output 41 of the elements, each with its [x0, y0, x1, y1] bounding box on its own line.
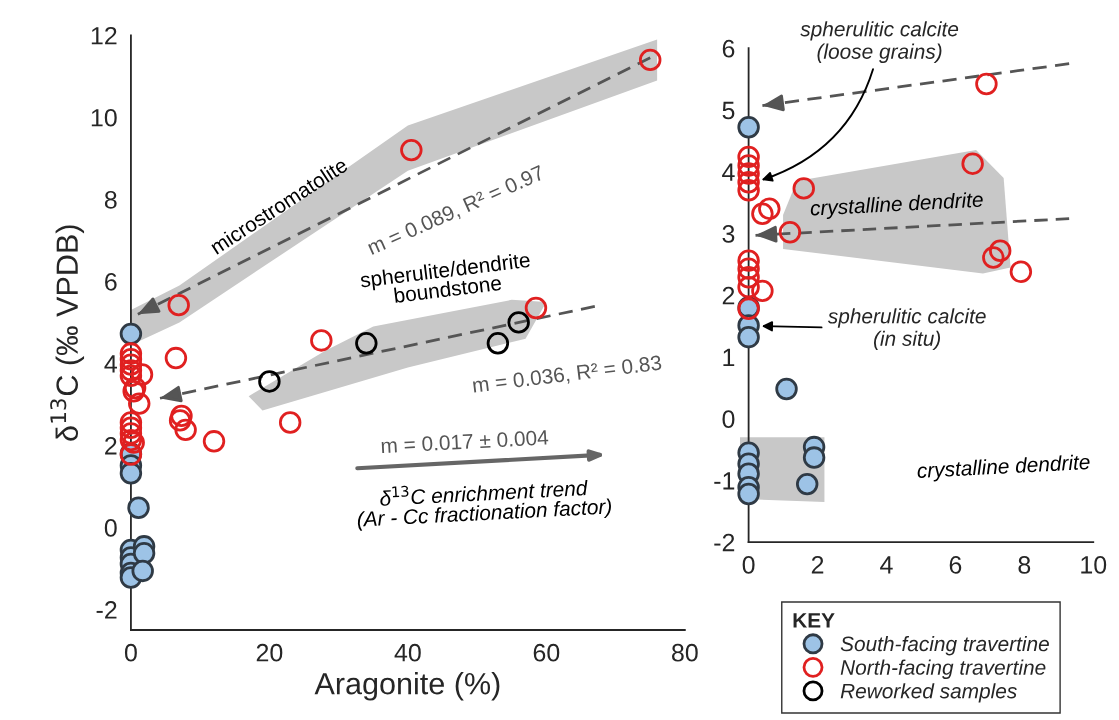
annotation: δ$^{13}$C enrichment trend (Ar - Cc fractionation factor) — [357, 476, 612, 531]
x-tick-label: 10 — [1081, 556, 1107, 574]
y-tick-label: -2 — [96, 601, 117, 619]
x-tick-label: 8 — [1018, 556, 1031, 574]
y-tick-label: 2 — [105, 437, 117, 455]
legend-label: Reworked samples — [840, 683, 1017, 703]
y-tick-label: 2 — [722, 286, 735, 305]
y-tick-label: 6 — [722, 39, 735, 58]
annotation: m = 0.036, R² = 0.83 — [472, 355, 663, 396]
x-tick-label: 4 — [880, 556, 893, 574]
x-tick-label: 2 — [811, 556, 824, 574]
y-tick-label: 8 — [104, 190, 117, 209]
x-tick-label: 0 — [742, 556, 755, 574]
x-tick-label: 0 — [124, 643, 137, 662]
annotation: spherulitic calcite (in situ) — [827, 308, 986, 351]
y-axis-title: δ$^{13}$C (‰ VPDB) — [50, 225, 85, 441]
y-tick-label: -2 — [714, 533, 735, 552]
x-tick-label: 60 — [533, 643, 560, 662]
legend-label: North-facing travertine — [840, 659, 1046, 679]
annotation: crystalline dendrite — [917, 453, 1091, 483]
x-tick-label: 6 — [949, 556, 962, 574]
y-tick-label: 12 — [91, 26, 117, 45]
y-tick-label: 4 — [104, 355, 117, 373]
y-tick-label: -1 — [714, 472, 735, 490]
y-tick-label: 10 — [91, 108, 117, 127]
annotation: spherulitic calcite (loose grains) — [800, 21, 959, 63]
y-tick-label: 0 — [722, 410, 735, 428]
annotation: m = 0.017 ± 0.004 — [381, 429, 549, 454]
x-tick-label: 80 — [672, 643, 698, 662]
annotation: crystalline dendrite — [810, 191, 984, 220]
y-tick-label: 3 — [722, 225, 735, 243]
y-tick-label: 4 — [722, 163, 735, 181]
x-tick-label: 20 — [256, 643, 283, 662]
y-tick-label: 6 — [105, 272, 117, 291]
x-tick-label: 40 — [394, 643, 421, 662]
y-tick-label: 5 — [722, 101, 735, 120]
y-tick-label: 0 — [104, 519, 117, 537]
x-axis-title: Aragonite (%) — [314, 672, 500, 701]
legend-title: KEY — [793, 613, 835, 628]
legend-label: South-facing travertine — [840, 635, 1049, 656]
y-tick-label: 1 — [723, 348, 735, 366]
